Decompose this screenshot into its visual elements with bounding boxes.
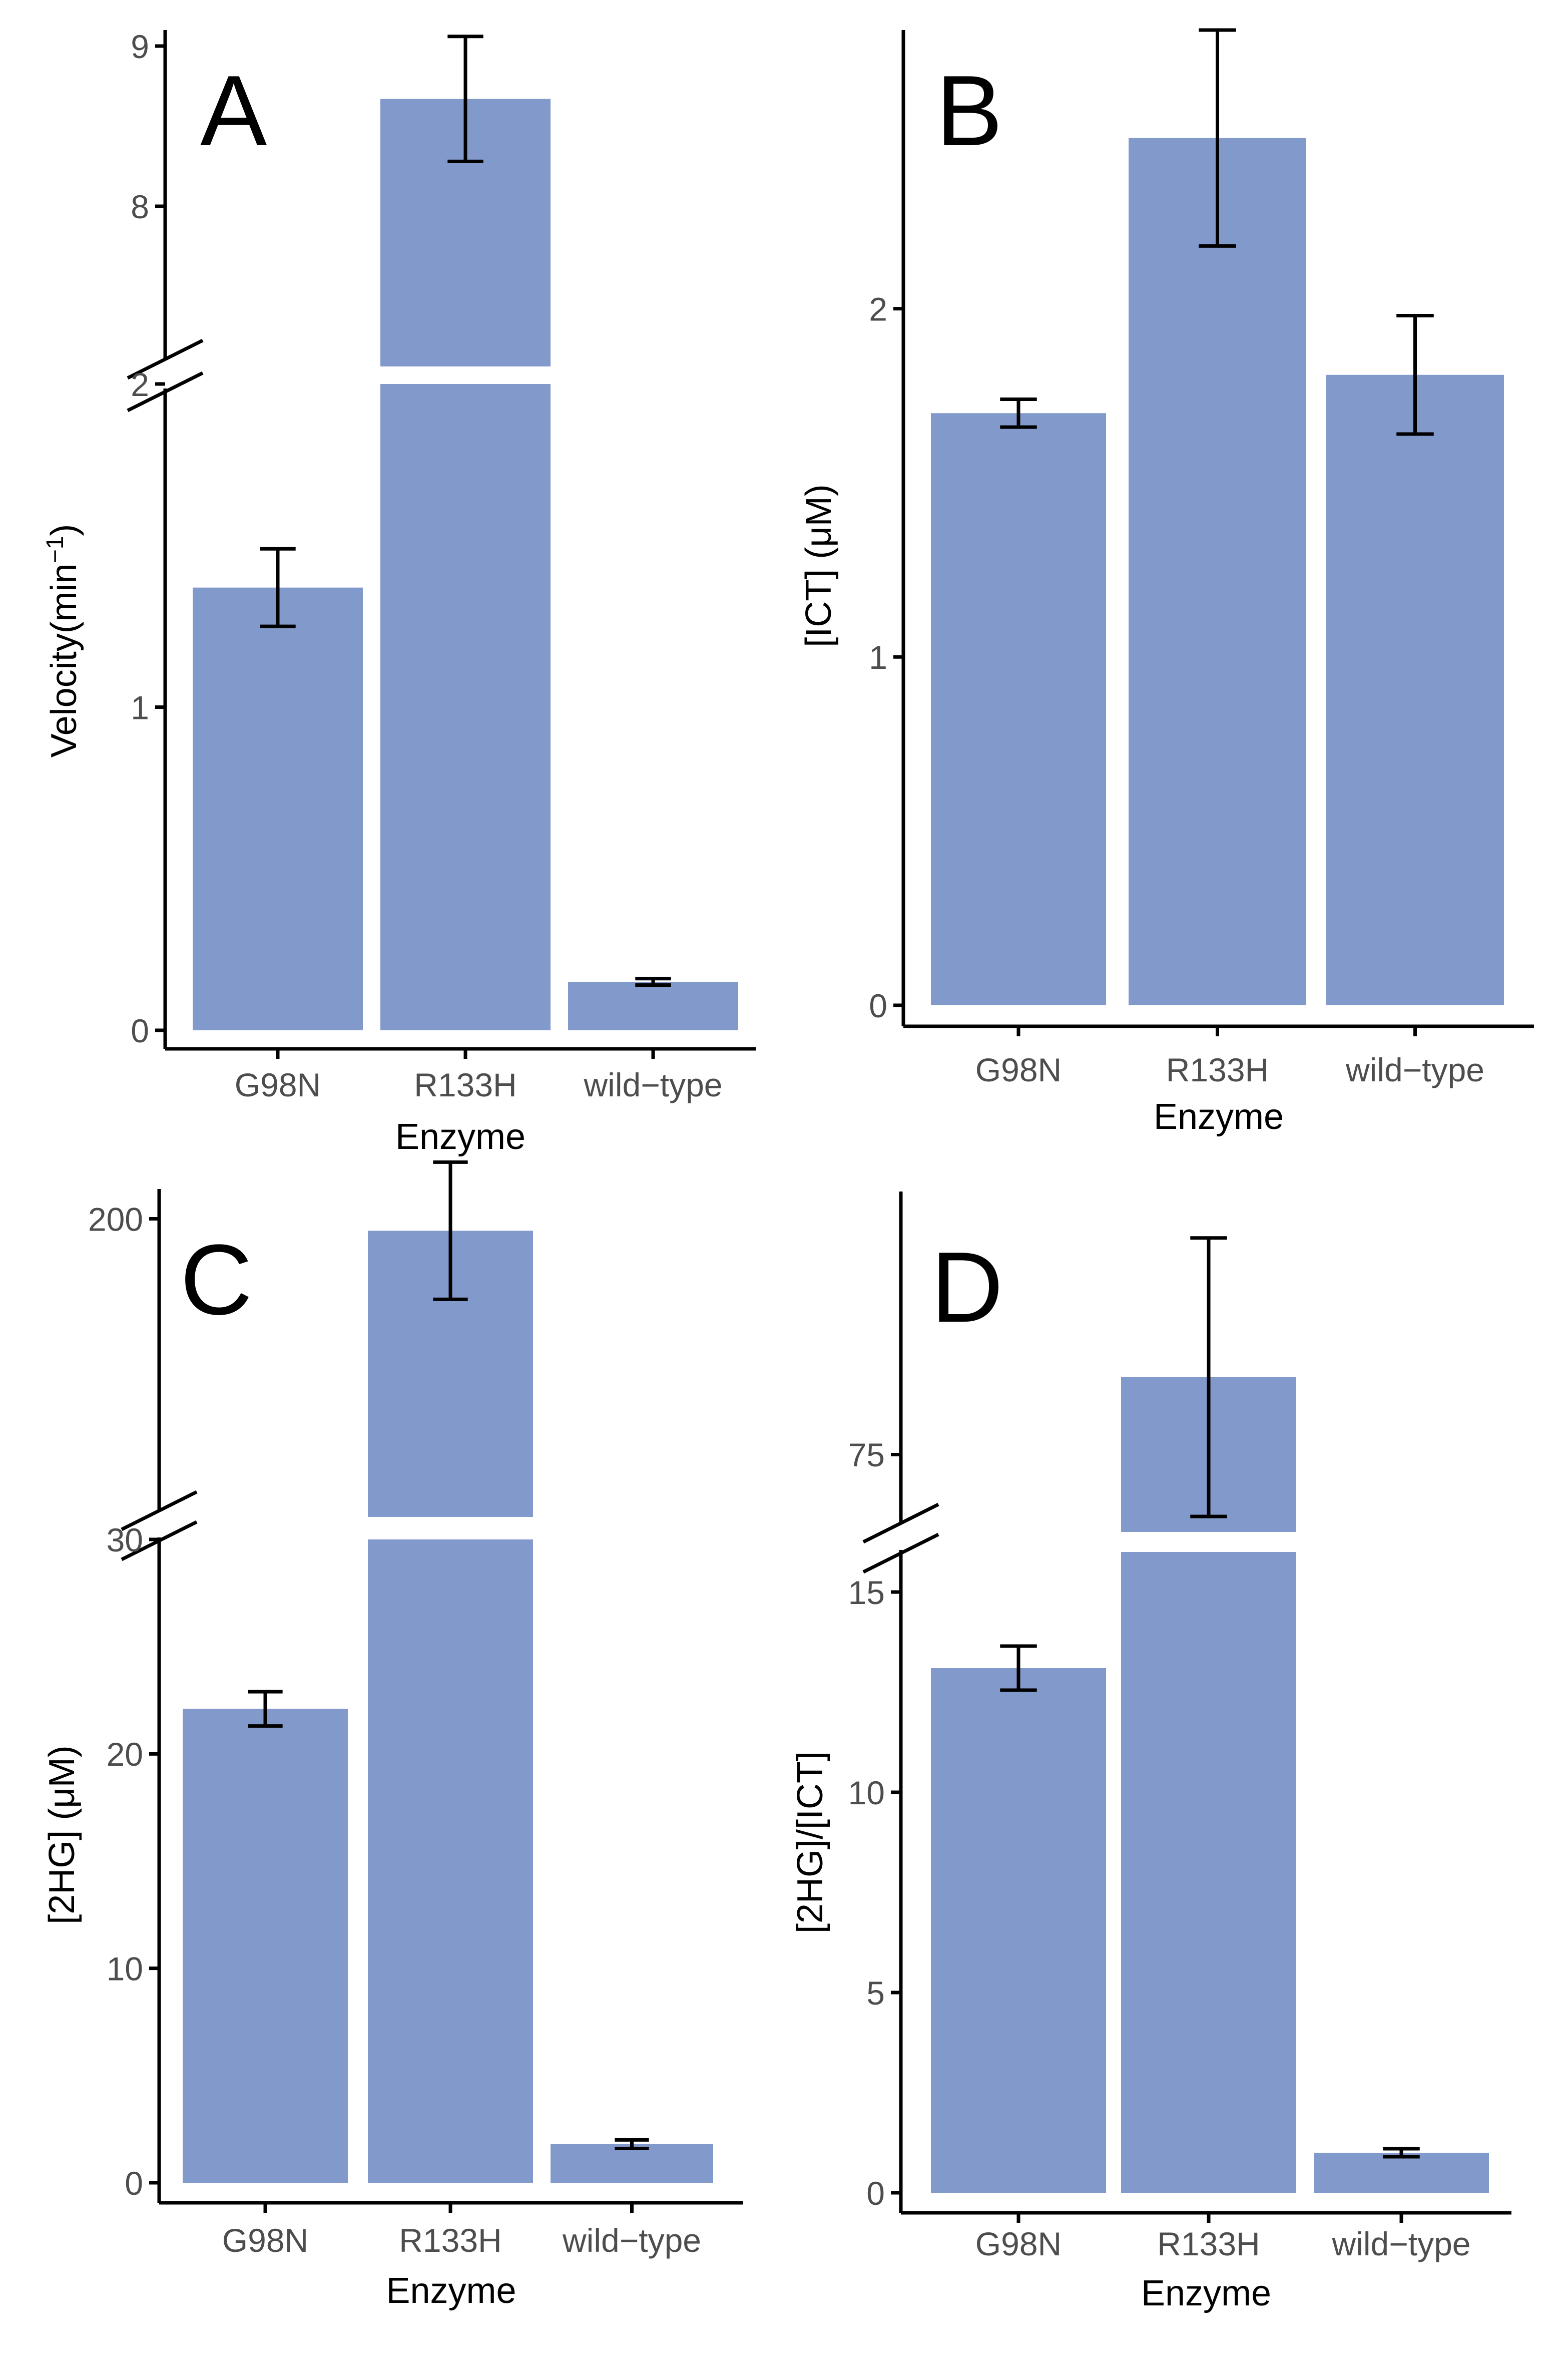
y-tick-label-d-4: 75	[848, 1436, 885, 1473]
y-tick-label-c-3: 30	[107, 1521, 143, 1558]
y-tick-label-c-4: 200	[88, 1201, 143, 1238]
x-tick-label-b-2: wild−type	[1345, 1051, 1484, 1088]
y-tick-label-a-2: 2	[131, 366, 149, 403]
x-axis-title-d: Enzyme	[1141, 2273, 1271, 2313]
axis-break-mark-d-2	[862, 1532, 939, 1574]
y-tick-label-b-1: 1	[869, 639, 887, 676]
y-tick-label-d-2: 10	[848, 1774, 885, 1811]
y-tick-label-d-0: 0	[866, 2175, 885, 2212]
y-tick-label-a-0: 0	[131, 1012, 149, 1049]
bar-c-2	[551, 2144, 713, 2183]
y-axis-title-a: Velocity(min−1)	[42, 524, 84, 758]
x-tick-label-d-0: G98N	[975, 2225, 1062, 2262]
x-axis-title-b: Enzyme	[1154, 1097, 1284, 1137]
x-axis-title-c: Enzyme	[386, 2271, 516, 2311]
panel-label-c: C	[180, 1224, 252, 1336]
x-tick-label-c-2: wild−type	[562, 2222, 701, 2259]
y-tick-label-c-0: 0	[125, 2165, 143, 2202]
bar-a-2	[568, 982, 738, 1030]
bar-b-0	[931, 413, 1106, 1006]
bar-d-0	[931, 1668, 1106, 2193]
axis-break-gap-d	[895, 1524, 907, 1550]
panel-label-b: B	[936, 55, 1002, 167]
axis-break-mark-d-1	[862, 1502, 939, 1544]
x-tick-label-c-1: R133H	[399, 2222, 501, 2259]
x-tick-label-a-1: R133H	[414, 1066, 516, 1103]
y-tick-label-a-4: 9	[131, 28, 149, 65]
y-tick-label-a-1: 1	[131, 689, 149, 726]
x-tick-label-b-0: G98N	[975, 1051, 1062, 1088]
y-tick-label-a-3: 8	[131, 188, 149, 225]
bar-c-1-lower	[368, 1539, 533, 2183]
y-axis-title-d: [2HG]/[ICT]	[790, 1751, 830, 1933]
y-tick-label-c-1: 10	[107, 1950, 143, 1987]
x-tick-label-b-1: R133H	[1166, 1051, 1269, 1088]
y-tick-label-d-1: 5	[866, 1975, 885, 2012]
x-tick-label-a-0: G98N	[235, 1066, 321, 1103]
bar-a-0	[193, 587, 363, 1030]
y-axis-title-close-a: )	[44, 524, 84, 536]
bar-d-1-lower	[1121, 1552, 1296, 2193]
bar-b-1	[1129, 138, 1306, 1006]
axis-break-mark-a-2	[127, 371, 204, 413]
axis-break-mark-a-1	[127, 338, 204, 380]
bar-b-2	[1326, 374, 1504, 1006]
x-tick-label-a-2: wild−type	[584, 1066, 723, 1103]
panel-label-d: D	[931, 1232, 1003, 1343]
bar-a-1-lower	[380, 384, 551, 1030]
x-tick-label-d-1: R133H	[1157, 2225, 1260, 2262]
bar-d-2	[1314, 2153, 1489, 2193]
y-axis-title-c: [2HG] (μM)	[42, 1745, 82, 1924]
axis-break-gap-c	[153, 1511, 165, 1537]
y-axis-title-superscript-a: −1	[42, 536, 69, 564]
bar-c-0	[183, 1709, 348, 2183]
x-tick-label-c-0: G98N	[222, 2222, 308, 2259]
x-tick-label-d-2: wild−type	[1332, 2225, 1471, 2262]
axis-break-mark-c-1	[121, 1490, 198, 1531]
y-tick-label-d-3: 15	[848, 1574, 885, 1611]
y-axis-title-b: [ICT] (μM)	[799, 484, 839, 647]
y-tick-label-c-2: 20	[107, 1736, 143, 1773]
y-tick-label-b-0: 0	[869, 987, 887, 1024]
x-axis-title-a: Enzyme	[395, 1117, 526, 1157]
y-tick-label-b-2: 2	[869, 290, 887, 327]
panel-label-a: A	[200, 55, 267, 167]
